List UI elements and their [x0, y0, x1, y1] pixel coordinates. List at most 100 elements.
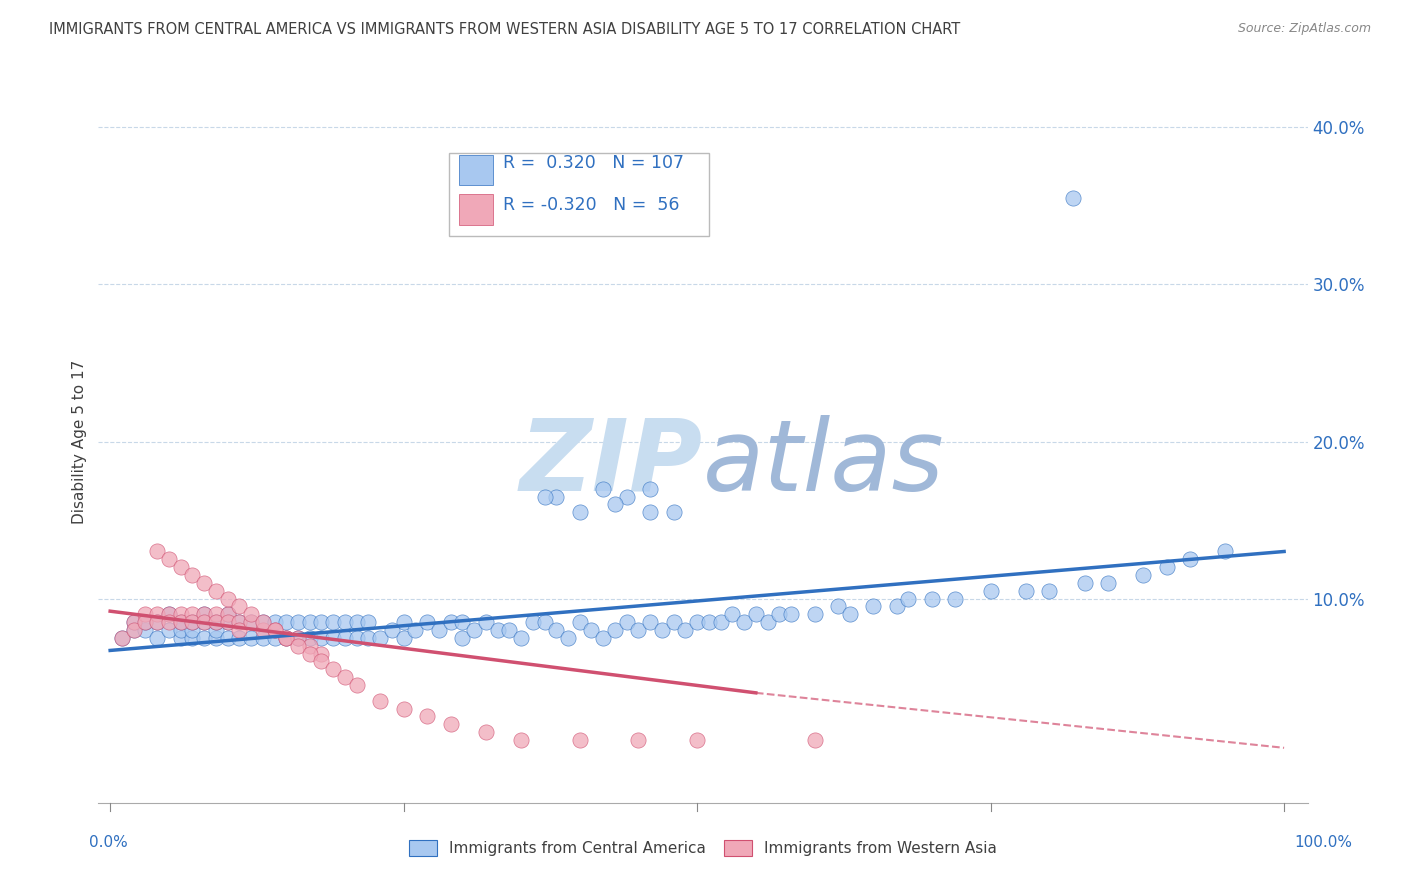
Point [252, 631, 274, 645]
Point [710, 615, 733, 630]
Point [287, 615, 309, 630]
Point [1038, 583, 1060, 598]
Point [886, 599, 908, 614]
Point [475, 725, 498, 739]
Point [263, 623, 285, 637]
Point [228, 631, 250, 645]
Point [1097, 575, 1119, 590]
Point [217, 607, 239, 622]
Point [756, 615, 779, 630]
FancyBboxPatch shape [458, 194, 492, 225]
Point [616, 490, 638, 504]
Point [157, 623, 180, 637]
Point [546, 490, 568, 504]
Point [333, 670, 356, 684]
Point [603, 497, 626, 511]
Point [921, 591, 943, 606]
Point [311, 615, 333, 630]
Point [193, 615, 215, 630]
Point [827, 599, 849, 614]
Point [217, 591, 239, 606]
Point [181, 615, 204, 630]
Point [368, 694, 391, 708]
Point [240, 607, 263, 622]
Point [169, 560, 191, 574]
Point [263, 631, 285, 645]
Point [404, 623, 426, 637]
Point [193, 607, 215, 622]
Point [486, 623, 509, 637]
Point [193, 575, 215, 590]
Point [276, 631, 298, 645]
Point [592, 482, 614, 496]
Point [146, 631, 169, 645]
Point [252, 615, 274, 630]
Point [169, 615, 191, 630]
Point [427, 623, 450, 637]
Legend: Immigrants from Central America, Immigrants from Western Asia: Immigrants from Central America, Immigra… [402, 832, 1004, 863]
Point [169, 607, 191, 622]
Point [439, 615, 461, 630]
Point [146, 607, 169, 622]
Point [146, 615, 169, 630]
Point [322, 615, 344, 630]
Point [1132, 568, 1154, 582]
Point [122, 615, 145, 630]
Text: R = -0.320   N =  56: R = -0.320 N = 56 [503, 195, 681, 213]
Point [673, 623, 696, 637]
Point [568, 615, 591, 630]
Point [346, 631, 368, 645]
Point [603, 623, 626, 637]
Point [768, 607, 790, 622]
Point [263, 623, 285, 637]
Point [122, 615, 145, 630]
Point [122, 623, 145, 637]
Point [733, 615, 755, 630]
Point [662, 615, 685, 630]
Point [346, 615, 368, 630]
Point [945, 591, 967, 606]
Point [780, 607, 803, 622]
Point [146, 615, 169, 630]
Point [451, 631, 474, 645]
FancyBboxPatch shape [458, 154, 492, 185]
Point [181, 631, 204, 645]
Point [592, 631, 614, 645]
Text: 100.0%: 100.0% [1295, 836, 1353, 850]
Point [803, 733, 825, 747]
Text: R =  0.320   N = 107: R = 0.320 N = 107 [503, 154, 685, 172]
Point [311, 631, 333, 645]
Point [1015, 583, 1038, 598]
Point [439, 717, 461, 731]
Point [193, 615, 215, 630]
Point [627, 733, 650, 747]
Point [111, 631, 134, 645]
Point [627, 623, 650, 637]
Point [204, 607, 226, 622]
Point [181, 568, 204, 582]
Point [980, 583, 1002, 598]
Point [557, 631, 579, 645]
Point [157, 615, 180, 630]
Point [322, 662, 344, 676]
Point [581, 623, 603, 637]
Point [346, 678, 368, 692]
Point [803, 607, 825, 622]
Point [287, 631, 309, 645]
Point [204, 615, 226, 630]
Point [298, 631, 321, 645]
Point [298, 647, 321, 661]
Text: Source: ZipAtlas.com: Source: ZipAtlas.com [1237, 22, 1371, 36]
Point [146, 544, 169, 558]
Point [546, 623, 568, 637]
Point [181, 607, 204, 622]
Point [533, 490, 555, 504]
Point [169, 615, 191, 630]
Point [181, 615, 204, 630]
Point [368, 631, 391, 645]
Point [416, 709, 439, 723]
Point [287, 639, 309, 653]
Point [134, 615, 156, 630]
Point [392, 701, 415, 715]
Point [1073, 575, 1095, 590]
